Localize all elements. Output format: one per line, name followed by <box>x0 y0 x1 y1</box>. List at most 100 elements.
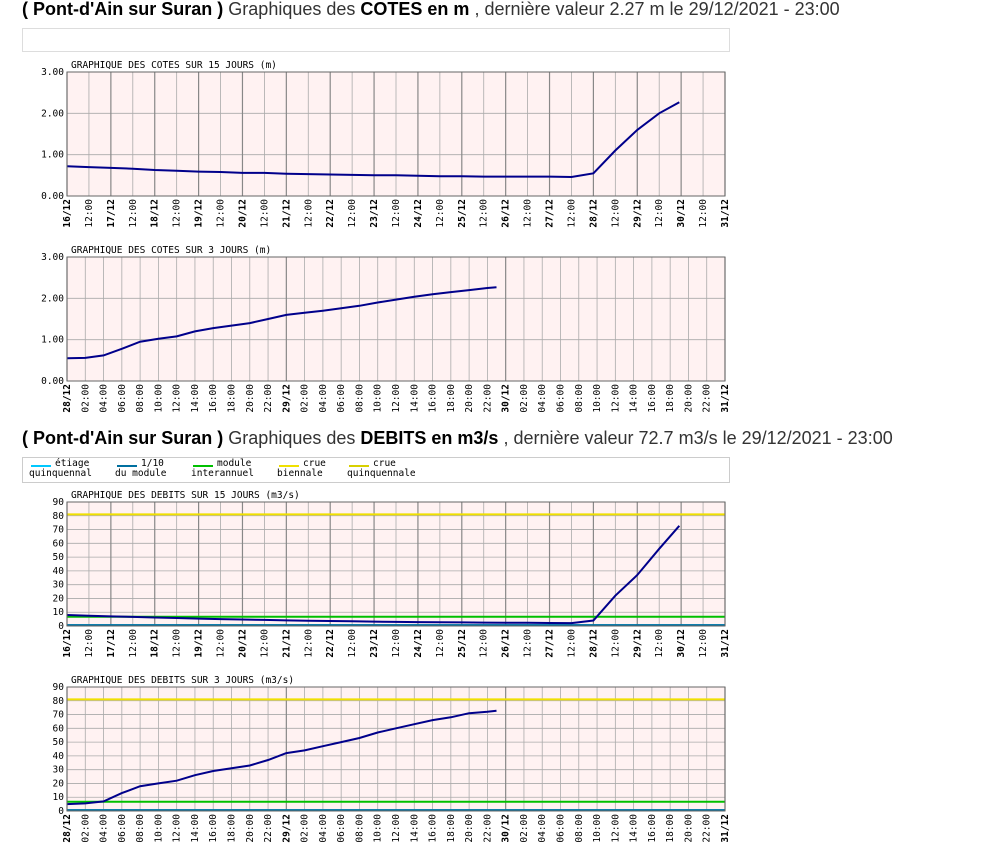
x-tick-label: 24/12 <box>413 629 424 658</box>
y-tick-label: 10 <box>53 792 65 803</box>
x-tick-label: 12:00 <box>303 629 314 658</box>
x-tick-label: 06:00 <box>336 814 347 843</box>
x-tick-label: 20/12 <box>237 629 248 658</box>
x-tick-label: 04:00 <box>318 814 329 843</box>
x-tick-label: 23/12 <box>369 629 380 658</box>
chart-title: GRAPHIQUE DES COTES SUR 15 JOURS (m) <box>71 60 277 71</box>
x-tick-label: 28/12 <box>588 199 599 228</box>
x-tick-label: 08:00 <box>354 384 365 413</box>
x-tick-label: 19/12 <box>194 629 205 658</box>
x-tick-label: 30/12 <box>501 384 512 413</box>
x-tick-label: 22:00 <box>263 384 274 413</box>
x-tick-label: 14:00 <box>409 384 420 413</box>
y-tick-label: 2.00 <box>41 108 64 119</box>
x-tick-label: 06:00 <box>556 814 567 843</box>
x-tick-label: 12:00 <box>523 629 534 658</box>
x-tick-label: 12:00 <box>698 629 709 658</box>
x-tick-label: 21/12 <box>281 629 292 658</box>
y-tick-label: 50 <box>53 552 65 563</box>
data-line <box>66 525 681 625</box>
chart: GRAPHIQUE DES COTES SUR 3 JOURS (m) 0.00 1… <box>41 245 731 413</box>
header-text: Graphiques des <box>228 428 356 448</box>
plot-frame <box>66 256 726 382</box>
x-tick-label: 12:00 <box>435 199 446 228</box>
x-tick-label: 16/12 <box>62 629 73 658</box>
x-tick-label: 02:00 <box>519 384 530 413</box>
x-tick-label: 12:00 <box>654 629 665 658</box>
x-tick-label: 22:00 <box>702 384 713 413</box>
header-text: Graphiques des <box>228 0 356 19</box>
y-tick-label: 20 <box>53 778 65 789</box>
x-tick-label: 18:00 <box>446 384 457 413</box>
y-tick-label: 10 <box>53 607 65 618</box>
x-tick-label: 06:00 <box>556 384 567 413</box>
x-tick-label: 12:00 <box>566 629 577 658</box>
x-tick-label: 12:00 <box>172 199 183 228</box>
y-tick-label: 1.00 <box>41 150 64 161</box>
x-tick-label: 12:00 <box>610 629 621 658</box>
x-tick-label: 10:00 <box>373 384 384 413</box>
x-tick-label: 17/12 <box>106 629 117 658</box>
x-tick-label: 06:00 <box>336 384 347 413</box>
x-tick-label: 04:00 <box>537 814 548 843</box>
plot-frame <box>66 686 726 812</box>
y-tick-label: 60 <box>53 723 65 734</box>
x-tick-label: 26/12 <box>501 629 512 658</box>
header: ( Pont-d'Ain sur Suran ) Graphiques des … <box>22 0 840 20</box>
x-tick-label: 12:00 <box>479 629 490 658</box>
x-tick-label: 02:00 <box>80 814 91 843</box>
y-tick-label: 20 <box>53 593 65 604</box>
legend: étiage quinquennal 1/10 du module module i… <box>22 457 730 483</box>
x-tick-label: 31/12 <box>720 199 731 228</box>
x-tick-label: 16:00 <box>647 814 658 843</box>
x-tick-label: 19/12 <box>194 199 205 228</box>
x-tick-label: 20:00 <box>683 384 694 413</box>
x-tick-label: 02:00 <box>300 814 311 843</box>
x-tick-label: 10:00 <box>153 384 164 413</box>
x-tick-label: 20:00 <box>683 814 694 843</box>
x-tick-label: 22:00 <box>482 814 493 843</box>
x-tick-label: 10:00 <box>592 384 603 413</box>
station: ( Pont-d'Ain sur Suran ) <box>22 428 224 448</box>
x-tick-label: 14:00 <box>190 384 201 413</box>
x-tick-label: 12:00 <box>566 199 577 228</box>
chart: GRAPHIQUE DES DEBITS SUR 15 JOURS (m3/s)… <box>53 490 731 658</box>
x-tick-label: 29/12 <box>632 199 643 228</box>
x-tick-label: 08:00 <box>135 384 146 413</box>
y-tick-label: 70 <box>53 525 65 536</box>
legend-swatch <box>31 465 51 467</box>
x-tick-label: 22:00 <box>702 814 713 843</box>
y-tick-label: 90 <box>53 497 65 508</box>
x-tick-label: 12:00 <box>172 629 183 658</box>
x-tick-label: 12:00 <box>391 629 402 658</box>
y-tick-label: 0.00 <box>41 191 64 202</box>
x-tick-label: 12:00 <box>216 199 227 228</box>
legend-item: crue quinquennale <box>347 459 416 479</box>
x-tick-label: 10:00 <box>592 814 603 843</box>
x-tick-label: 22:00 <box>263 814 274 843</box>
x-tick-label: 22:00 <box>482 384 493 413</box>
x-tick-label: 12:00 <box>347 199 358 228</box>
chart-title: GRAPHIQUE DES DEBITS SUR 15 JOURS (m3/s) <box>71 490 300 501</box>
x-tick-label: 12:00 <box>610 814 621 843</box>
x-tick-label: 20/12 <box>237 199 248 228</box>
y-tick-label: 2.00 <box>41 293 64 304</box>
x-tick-label: 10:00 <box>373 814 384 843</box>
x-tick-label: 02:00 <box>519 814 530 843</box>
x-tick-label: 29/12 <box>281 384 292 413</box>
x-tick-label: 17/12 <box>106 199 117 228</box>
x-tick-label: 12:00 <box>654 199 665 228</box>
x-tick-label: 26/12 <box>501 199 512 228</box>
x-tick-label: 12:00 <box>610 199 621 228</box>
x-tick-label: 16:00 <box>647 384 658 413</box>
x-tick-label: 04:00 <box>99 814 110 843</box>
x-tick-label: 29/12 <box>281 814 292 843</box>
x-tick-label: 24/12 <box>413 199 424 228</box>
measure: COTES en m <box>360 0 470 19</box>
legend-item: crue biennale <box>277 459 326 479</box>
x-tick-label: 18/12 <box>150 199 161 228</box>
x-tick-label: 18/12 <box>150 629 161 658</box>
x-tick-label: 16:00 <box>208 384 219 413</box>
x-tick-label: 12:00 <box>172 814 183 843</box>
x-tick-label: 14:00 <box>409 814 420 843</box>
